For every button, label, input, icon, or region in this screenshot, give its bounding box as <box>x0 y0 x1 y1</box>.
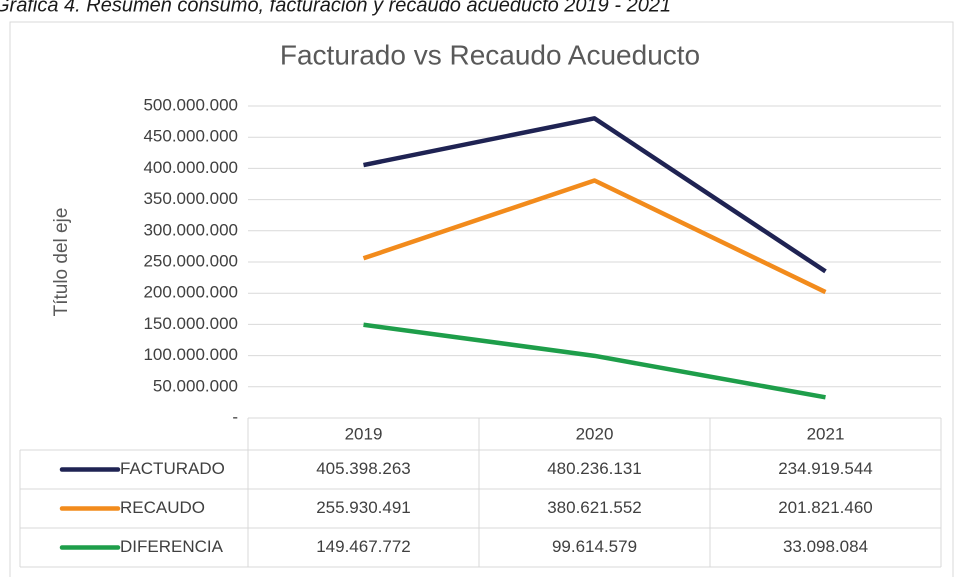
data-label: 405.398.263 <box>316 459 411 478</box>
y-tick-label: 300.000.000 <box>143 220 238 239</box>
y-tick-label: 200.000.000 <box>143 283 238 302</box>
y-tick-label: 400.000.000 <box>143 158 238 177</box>
caption: Gráfica 4. Resumen consumo, facturación … <box>0 0 671 16</box>
line-series <box>363 322 826 400</box>
y-tick-label: 500.000.000 <box>143 95 238 114</box>
data-label: 99.614.579 <box>552 537 637 556</box>
chart-frame <box>9 21 954 577</box>
legend-label: FACTURADO <box>120 459 225 478</box>
x-tick-label: 2019 <box>345 424 383 443</box>
y-tick-label: 350.000.000 <box>143 189 238 208</box>
line-series <box>363 116 827 274</box>
y-tick-label: 100.000.000 <box>143 345 238 364</box>
data-label: 234.919.544 <box>778 459 873 478</box>
y-tick-label: - <box>232 407 238 426</box>
line-series <box>362 178 827 295</box>
data-label: 33.098.084 <box>783 537 868 556</box>
legend-label: RECAUDO <box>120 498 205 517</box>
y-tick-label: 250.000.000 <box>143 251 238 270</box>
data-label: 480.236.131 <box>547 459 642 478</box>
y-tick-label: 50.000.000 <box>153 376 238 395</box>
y-axis-label: Título del eje <box>51 208 72 317</box>
y-tick-label: 450.000.000 <box>143 127 238 146</box>
data-label: 201.821.460 <box>778 498 873 517</box>
legend-label: DIFERENCIA <box>120 537 224 556</box>
data-label: 380.621.552 <box>547 498 642 517</box>
chart-title: Facturado vs Recaudo Acueducto <box>280 39 700 70</box>
data-label: 149.467.772 <box>316 537 411 556</box>
x-tick-label: 2021 <box>807 424 845 443</box>
data-label: 255.930.491 <box>316 498 411 517</box>
x-tick-label: 2020 <box>576 424 614 443</box>
y-tick-label: 150.000.000 <box>143 314 238 333</box>
